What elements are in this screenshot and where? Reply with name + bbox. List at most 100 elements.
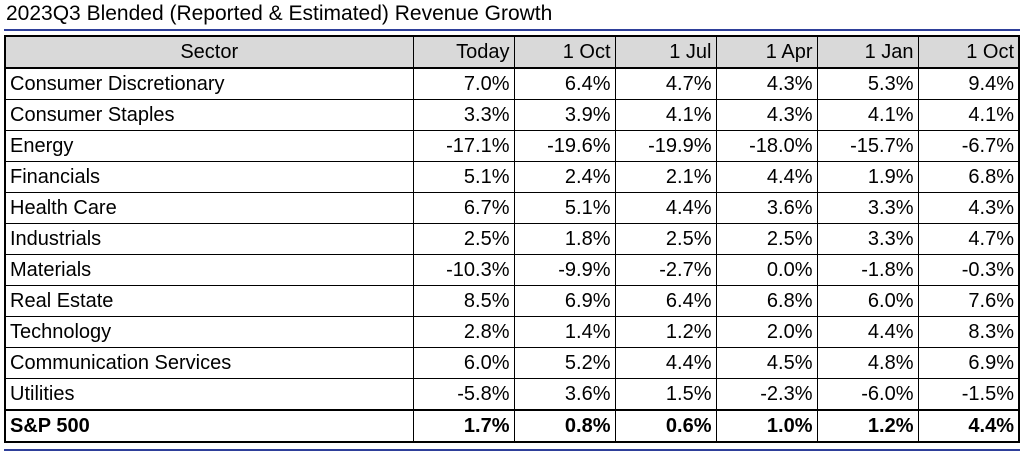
column-header-1-oct-prior: 1 Oct xyxy=(917,35,1020,69)
sector-cell: Real Estate xyxy=(4,285,414,317)
value-cell: 8.5% xyxy=(412,285,515,317)
table-row: Energy -17.1% -19.6% -19.9% -18.0% -15.7% -6.7… xyxy=(4,130,1020,162)
value-cell: 6.7% xyxy=(412,192,515,224)
value-cell: 4.4% xyxy=(715,161,818,193)
value-cell: 2.8% xyxy=(412,316,515,348)
value-cell: -1.5% xyxy=(917,378,1020,411)
sector-cell: Consumer Discretionary xyxy=(4,67,414,100)
value-cell: 1.0% xyxy=(715,409,818,443)
sector-cell: Materials xyxy=(4,254,414,286)
column-header-1-oct: 1 Oct xyxy=(513,35,616,69)
bottom-rule xyxy=(4,449,1020,451)
value-cell: 4.3% xyxy=(715,99,818,131)
sector-cell: Utilities xyxy=(4,378,414,411)
value-cell: 2.5% xyxy=(412,223,515,255)
value-cell: 4.8% xyxy=(816,347,919,379)
value-cell: 8.3% xyxy=(917,316,1020,348)
value-cell: 6.0% xyxy=(412,347,515,379)
sector-cell: Technology xyxy=(4,316,414,348)
revenue-growth-table: Sector Today 1 Oct 1 Jul 1 Apr 1 Jan 1 O… xyxy=(4,35,1020,443)
value-cell: 4.1% xyxy=(816,99,919,131)
value-cell: 1.2% xyxy=(614,316,717,348)
sector-cell: Communication Services xyxy=(4,347,414,379)
table-row: Technology 2.8% 1.4% 1.2% 2.0% 4.4% 8.3% xyxy=(4,316,1020,348)
value-cell: 3.3% xyxy=(816,223,919,255)
value-cell: -5.8% xyxy=(412,378,515,411)
value-cell: -9.9% xyxy=(513,254,616,286)
value-cell: 3.6% xyxy=(715,192,818,224)
table-row: Consumer Staples 3.3% 3.9% 4.1% 4.3% 4.1% 4.1% xyxy=(4,99,1020,131)
value-cell: 6.0% xyxy=(816,285,919,317)
value-cell: 6.8% xyxy=(715,285,818,317)
table-row: Real Estate 8.5% 6.9% 6.4% 6.8% 6.0% 7.6% xyxy=(4,285,1020,317)
top-rule xyxy=(4,29,1020,31)
value-cell: 1.8% xyxy=(513,223,616,255)
value-cell: 0.6% xyxy=(614,409,717,443)
value-cell: 4.5% xyxy=(715,347,818,379)
value-cell: -19.6% xyxy=(513,130,616,162)
value-cell: 5.1% xyxy=(513,192,616,224)
value-cell: -10.3% xyxy=(412,254,515,286)
value-cell: 3.3% xyxy=(412,99,515,131)
value-cell: -1.8% xyxy=(816,254,919,286)
table-row: Utilities -5.8% 3.6% 1.5% -2.3% -6.0% -1.5% xyxy=(4,378,1020,411)
value-cell: 2.5% xyxy=(614,223,717,255)
column-header-1-jan: 1 Jan xyxy=(816,35,919,69)
value-cell: 4.4% xyxy=(917,409,1020,443)
value-cell: 6.8% xyxy=(917,161,1020,193)
value-cell: -17.1% xyxy=(412,130,515,162)
value-cell: -18.0% xyxy=(715,130,818,162)
table-row: Health Care 6.7% 5.1% 4.4% 3.6% 3.3% 4.3% xyxy=(4,192,1020,224)
table-body: Consumer Discretionary 7.0% 6.4% 4.7% 4.3% 5.… xyxy=(4,67,1020,443)
value-cell: 6.4% xyxy=(513,67,616,100)
value-cell: 4.7% xyxy=(614,67,717,100)
value-cell: 4.1% xyxy=(917,99,1020,131)
total-row: S&P 500 1.7% 0.8% 0.6% 1.0% 1.2% 4.4% xyxy=(4,409,1020,443)
sector-cell: Consumer Staples xyxy=(4,99,414,131)
value-cell: 6.4% xyxy=(614,285,717,317)
value-cell: -6.7% xyxy=(917,130,1020,162)
value-cell: 4.1% xyxy=(614,99,717,131)
page-title: 2023Q3 Blended (Reported & Estimated) Re… xyxy=(6,2,553,25)
value-cell: 4.7% xyxy=(917,223,1020,255)
value-cell: -19.9% xyxy=(614,130,717,162)
value-cell: 5.3% xyxy=(816,67,919,100)
sector-cell: Industrials xyxy=(4,223,414,255)
value-cell: 7.0% xyxy=(412,67,515,100)
value-cell: -15.7% xyxy=(816,130,919,162)
table-row: Financials 5.1% 2.4% 2.1% 4.4% 1.9% 6.8% xyxy=(4,161,1020,193)
column-header-1-jul: 1 Jul xyxy=(614,35,717,69)
value-cell: 2.1% xyxy=(614,161,717,193)
header-row: Sector Today 1 Oct 1 Jul 1 Apr 1 Jan 1 O… xyxy=(4,35,1020,69)
value-cell: 7.6% xyxy=(917,285,1020,317)
sector-cell: S&P 500 xyxy=(4,409,414,443)
sector-cell: Health Care xyxy=(4,192,414,224)
value-cell: 6.9% xyxy=(513,285,616,317)
value-cell: 2.4% xyxy=(513,161,616,193)
sector-cell: Financials xyxy=(4,161,414,193)
value-cell: 4.3% xyxy=(715,67,818,100)
value-cell: 3.3% xyxy=(816,192,919,224)
value-cell: 5.2% xyxy=(513,347,616,379)
value-cell: 1.2% xyxy=(816,409,919,443)
value-cell: -0.3% xyxy=(917,254,1020,286)
table-row: Consumer Discretionary 7.0% 6.4% 4.7% 4.3% 5.… xyxy=(4,67,1020,100)
value-cell: 4.4% xyxy=(614,192,717,224)
sector-cell: Energy xyxy=(4,130,414,162)
value-cell: 4.3% xyxy=(917,192,1020,224)
value-cell: -2.7% xyxy=(614,254,717,286)
value-cell: 1.9% xyxy=(816,161,919,193)
value-cell: 4.4% xyxy=(614,347,717,379)
value-cell: 0.8% xyxy=(513,409,616,443)
table-row: Materials -10.3% -9.9% -2.7% 0.0% -1.8% -0.3% xyxy=(4,254,1020,286)
value-cell: 9.4% xyxy=(917,67,1020,100)
value-cell: 3.9% xyxy=(513,99,616,131)
value-cell: 2.5% xyxy=(715,223,818,255)
value-cell: 3.6% xyxy=(513,378,616,411)
value-cell: 2.0% xyxy=(715,316,818,348)
table-row: Communication Services 6.0% 5.2% 4.4% 4.5% 4.… xyxy=(4,347,1020,379)
column-header-1-apr: 1 Apr xyxy=(715,35,818,69)
value-cell: -6.0% xyxy=(816,378,919,411)
value-cell: 1.7% xyxy=(412,409,515,443)
column-header-today: Today xyxy=(412,35,515,69)
